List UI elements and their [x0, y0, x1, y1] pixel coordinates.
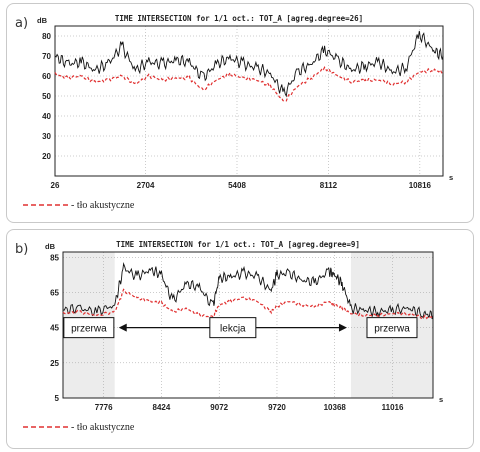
x-axis-unit: s [449, 173, 453, 182]
chart-panel-a: a) TIME INTERSECTION for 1/1 oct.: TOT_A… [6, 3, 474, 223]
panel-label-a: a) [15, 16, 29, 31]
lesson-label-box [209, 317, 257, 339]
background-noise-line [54, 66, 444, 102]
plot-frame [54, 25, 444, 177]
chart-a-svg: TIME INTERSECTION for 1/1 oct.: TOT_A [a… [23, 14, 453, 211]
y-tick-label: 25 [50, 359, 59, 368]
y-tick-label: 40 [42, 112, 51, 121]
y-tick-label: 45 [50, 324, 59, 333]
y-tick-label: 70 [42, 52, 51, 61]
chart-panel-b: b) TIME INTERSECTION for 1/1 oct.: TOT_A… [6, 229, 474, 449]
background-noise-line [62, 288, 434, 320]
y-tick-label: 30 [42, 132, 51, 141]
y-tick-label: 20 [42, 152, 51, 161]
lesson-arrowhead-right [338, 323, 347, 332]
lesson-label: lekcja [220, 324, 246, 335]
x-tick-label: 10816 [409, 181, 432, 190]
x-axis-unit: s [439, 395, 443, 404]
sound-level-line [62, 262, 434, 320]
x-tick-label: 9720 [268, 403, 286, 412]
y-tick-label: 85 [50, 253, 59, 262]
panel-label-b: b) [15, 242, 29, 257]
y-tick-label: 60 [42, 72, 51, 81]
pause-label-box [63, 317, 115, 339]
x-tick-label: 5408 [228, 181, 246, 190]
chart-b-svg: TIME INTERSECTION for 1/1 oct.: TOT_A [a… [23, 240, 443, 433]
legend-label: - tło akustyczne [71, 200, 135, 211]
y-axis-unit: dB [37, 16, 48, 25]
y-tick-label: 80 [42, 32, 51, 41]
plot-frame [62, 251, 434, 399]
y-tick-label: 50 [42, 92, 51, 101]
pause-label-box [366, 317, 418, 339]
sound-level-line [54, 30, 444, 98]
x-tick-label: 7776 [95, 403, 113, 412]
x-tick-label: 11016 [382, 403, 404, 412]
pause-label: przerwa [71, 324, 107, 335]
legend-label: - tło akustyczne [71, 422, 135, 433]
y-tick-label: 65 [50, 288, 59, 297]
x-tick-label: 10368 [324, 403, 347, 412]
chart-title: TIME INTERSECTION for 1/1 oct.: TOT_A [a… [116, 240, 360, 249]
x-tick-label: 2704 [137, 181, 155, 190]
x-tick-label: 9072 [210, 403, 228, 412]
pause-label: przerwa [374, 324, 410, 335]
x-tick-label: 26 [51, 181, 60, 190]
chart-title: TIME INTERSECTION for 1/1 oct.: TOT_A [a… [115, 14, 363, 23]
x-tick-label: 8112 [320, 181, 338, 190]
lesson-arrowhead-left [118, 323, 127, 332]
x-tick-label: 8424 [153, 403, 171, 412]
y-tick-label: 5 [55, 394, 60, 403]
y-axis-unit: dB [45, 242, 56, 251]
